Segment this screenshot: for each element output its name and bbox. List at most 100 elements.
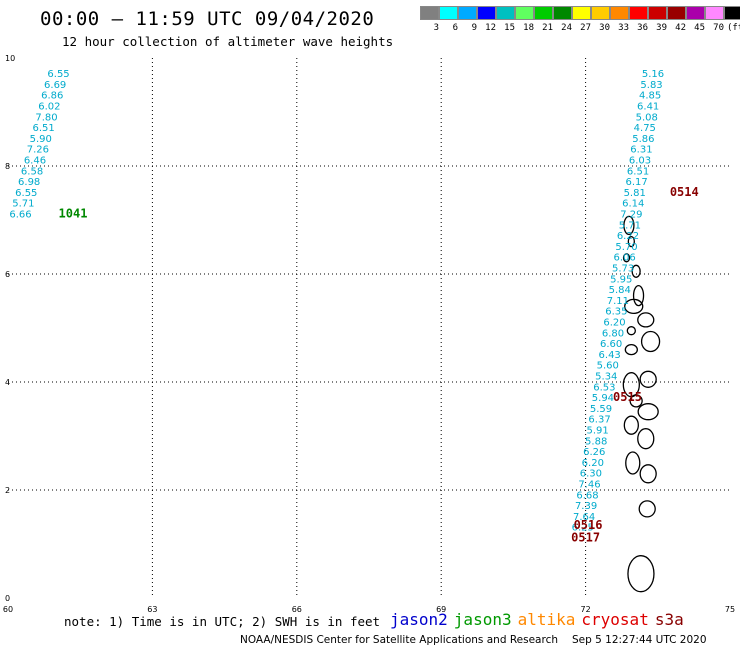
- wave-height-value: 5.91: [587, 426, 609, 437]
- legend-swatch-10: [610, 6, 629, 20]
- wave-height-value: 6.35: [605, 307, 627, 318]
- y-tick-label: 8: [5, 162, 10, 171]
- legend-label: 33: [618, 23, 629, 33]
- satellite-s3a: s3a: [654, 610, 684, 629]
- wave-height-value: 6.06: [613, 253, 635, 264]
- island-outline: [637, 428, 655, 450]
- satellite-jason2: jason2: [390, 610, 448, 629]
- wave-height-value: 6.55: [15, 188, 37, 199]
- legend-swatch-9: [591, 6, 610, 20]
- legend-label: 70: [713, 23, 724, 33]
- legend-swatches: [420, 6, 740, 20]
- island-outline: [625, 451, 641, 475]
- wave-height-value: 6.20: [603, 318, 625, 329]
- wave-height-value: 5.90: [30, 134, 52, 145]
- wave-height-value: 7.39: [575, 501, 597, 512]
- wave-height-value: 5.86: [632, 134, 654, 145]
- island-outline: [640, 330, 661, 353]
- y-tick-label: 6: [5, 270, 10, 279]
- island-outline: [627, 235, 635, 248]
- x-tick-label: 66: [292, 605, 302, 614]
- wave-height-value: 5.94: [592, 393, 614, 404]
- wave-height-value: 7.64: [573, 512, 595, 523]
- island-outline: [637, 312, 655, 328]
- legend-label: 42: [675, 23, 686, 33]
- wave-height-value: 6.14: [622, 199, 644, 210]
- pass-time-label: 0516: [574, 518, 603, 532]
- wave-height-value: 6.46: [24, 156, 46, 167]
- pass-time-label: 0514: [670, 185, 699, 199]
- satellite-cryosat: cryosat: [581, 610, 649, 629]
- pass-time-label: 0515: [613, 390, 642, 404]
- wave-height-value: 7.80: [35, 112, 57, 123]
- wave-height-value: 6.51: [627, 166, 649, 177]
- wave-height-value: 6.69: [44, 80, 66, 91]
- wave-height-value: 6.86: [41, 91, 63, 102]
- legend-label: 24: [561, 23, 572, 33]
- wave-height-value: 7.46: [578, 480, 600, 491]
- legend-label: 9: [471, 23, 477, 33]
- wave-height-value: 6.26: [583, 447, 605, 458]
- legend-label: 6: [452, 23, 458, 33]
- legend-label: 36: [637, 23, 648, 33]
- wave-height-value: 6.41: [637, 102, 659, 113]
- wave-height-value: 5.71: [619, 220, 641, 231]
- island-outline: [623, 215, 635, 236]
- x-tick-label: 60: [3, 605, 13, 614]
- legend-swatch-14: [686, 6, 705, 20]
- wave-height-value: 6.53: [593, 382, 615, 393]
- legend-label: 45: [694, 23, 705, 33]
- island-outline: [629, 394, 643, 408]
- y-tick-label: 2: [5, 486, 10, 495]
- wave-height-value: 6.80: [602, 328, 624, 339]
- legend-swatch-8: [572, 6, 591, 20]
- legend-label: 12: [485, 23, 496, 33]
- legend-swatch-11: [629, 6, 648, 20]
- island-outline: [624, 298, 644, 315]
- wave-height-value: 5.70: [615, 242, 637, 253]
- legend-swatch-6: [534, 6, 553, 20]
- x-tick-label: 63: [147, 605, 157, 614]
- wave-height-value: 4.75: [634, 123, 656, 134]
- wave-height-value: 7.11: [607, 296, 629, 307]
- pass-time-label: 0517: [571, 531, 600, 545]
- legend-swatch-3: [477, 6, 496, 20]
- wave-height-value: 6.43: [599, 350, 621, 361]
- legend-swatch-7: [553, 6, 572, 20]
- wave-height-value: 5.88: [585, 436, 607, 447]
- x-tick-label: 72: [581, 605, 591, 614]
- island-outline: [631, 264, 641, 278]
- wave-height-value: 6.02: [38, 102, 60, 113]
- legend-swatch-16: [724, 6, 740, 20]
- map-subtitle: 12 hour collection of altimeter wave hei…: [62, 34, 394, 49]
- legend-label: 3: [433, 23, 439, 33]
- y-tick-label: 0: [5, 594, 10, 603]
- wave-height-value: 6.17: [625, 177, 647, 188]
- legend-label: 21: [542, 23, 553, 33]
- pass-time-label: 1041: [59, 207, 88, 221]
- wave-height-value: 5.83: [640, 80, 662, 91]
- wave-height-value: 5.08: [636, 112, 658, 123]
- island-outline: [638, 500, 656, 518]
- legend-swatch-15: [705, 6, 724, 20]
- island-outline: [637, 403, 659, 421]
- legend-label: 27: [580, 23, 591, 33]
- legend-swatch-4: [496, 6, 515, 20]
- island-outline: [632, 284, 645, 307]
- footer-credit: NOAA/NESDIS Center for Satellite Applica…: [240, 634, 707, 646]
- legend-label: 15: [504, 23, 515, 33]
- wave-height-value: 5.16: [642, 69, 664, 80]
- wave-height-value: 5.73: [612, 264, 634, 275]
- island-outline: [627, 555, 655, 593]
- wave-height-value: 6.98: [18, 177, 40, 188]
- wave-height-value: 6.55: [47, 69, 69, 80]
- wave-height-value: 6.58: [21, 166, 43, 177]
- wave-height-value: 6.22: [617, 231, 639, 242]
- legend-swatch-13: [667, 6, 686, 20]
- generated-timestamp: Sep 5 12:27:44 UTC 2020: [572, 634, 707, 646]
- wave-height-value: 5.81: [624, 188, 646, 199]
- island-outline: [639, 464, 657, 484]
- island-outline: [624, 343, 638, 356]
- credit-text: NOAA/NESDIS Center for Satellite Applica…: [240, 634, 558, 646]
